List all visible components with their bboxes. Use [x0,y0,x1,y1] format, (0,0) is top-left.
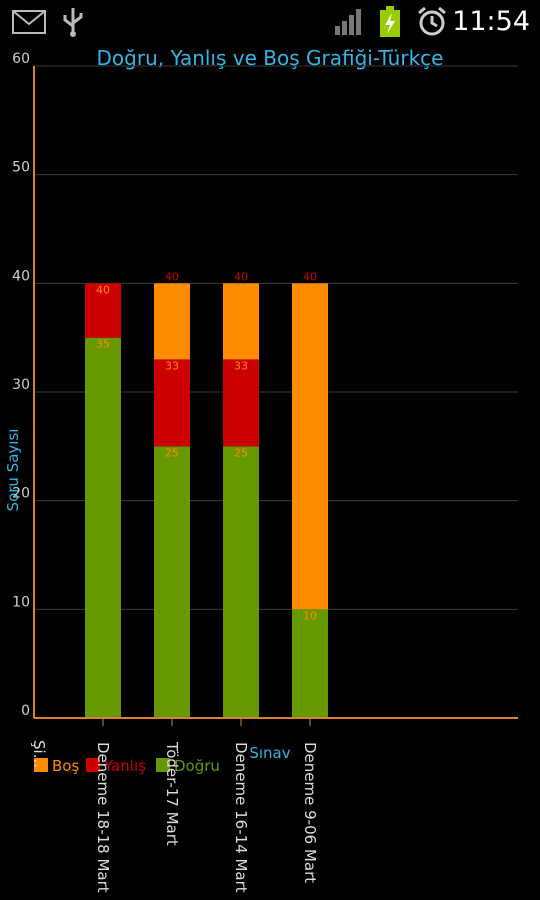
signal-icon [335,9,361,35]
stray-label: Şi... [30,740,48,768]
legend-label: Yanlış [103,757,146,775]
bar-segment [154,283,190,360]
data-label: 40 [165,270,179,283]
stacked-bar-chart: Doğru, Yanlış ve Boş Grafiği-Türkçe Soru… [4,46,518,893]
bar-segment [292,609,328,718]
category-label: Deneme 16-14 Mart [232,742,250,893]
alarm-icon [418,6,446,36]
legend-swatch [156,758,170,772]
legend-label: Doğru [174,757,220,775]
y-tick-label: 40 [12,268,30,284]
status-bar: 11:54 [0,0,540,44]
data-label: 25 [165,446,179,459]
bar-segment [154,446,190,718]
legend: Boş Yanlış Doğru [34,757,220,775]
data-label: 33 [234,359,248,372]
x-axis-label: Sınav [249,744,290,762]
data-label: 35 [96,338,110,351]
data-label: 40 [96,283,110,296]
legend-label: Boş [52,757,79,775]
bar-segment [223,283,259,360]
legend-swatch [86,758,100,772]
category-label: Deneme 18-18 Mart [94,742,112,893]
bar-segment [85,283,121,338]
y-tick-label: 20 [12,486,30,502]
data-label: 33 [165,359,179,372]
bar-segment [154,359,190,447]
usb-icon[interactable] [60,6,86,38]
bar-segment [223,446,259,718]
category-label: Töder-17 Mart [163,741,181,846]
y-tick-label: 60 [12,51,30,67]
data-label: 25 [234,446,248,459]
y-tick-label: 0 [21,703,30,719]
bar-segment [292,283,328,610]
status-clock: 11:54 [452,6,530,37]
y-tick-label: 50 [12,160,30,176]
bar-segment [223,359,259,447]
category-label: Deneme 9-06 Mart [301,742,319,883]
value-labels: 35 25 25 10 40 33 33 40 40 40 [96,270,317,622]
category-labels: Deneme 18-18 Mart Töder-17 Mart Deneme 16-… [94,741,319,893]
mail-icon[interactable] [12,10,46,34]
legend-swatch [34,758,48,772]
data-label: 10 [303,609,317,622]
y-axis-label: Soru Sayısı [4,429,22,512]
battery-charging-icon [380,6,400,37]
bars [85,283,328,726]
y-tick-label: 30 [12,377,30,393]
data-label: 40 [303,270,317,283]
y-tick-label: 10 [12,594,30,610]
data-label: 40 [234,270,248,283]
bar-segment [85,337,121,718]
